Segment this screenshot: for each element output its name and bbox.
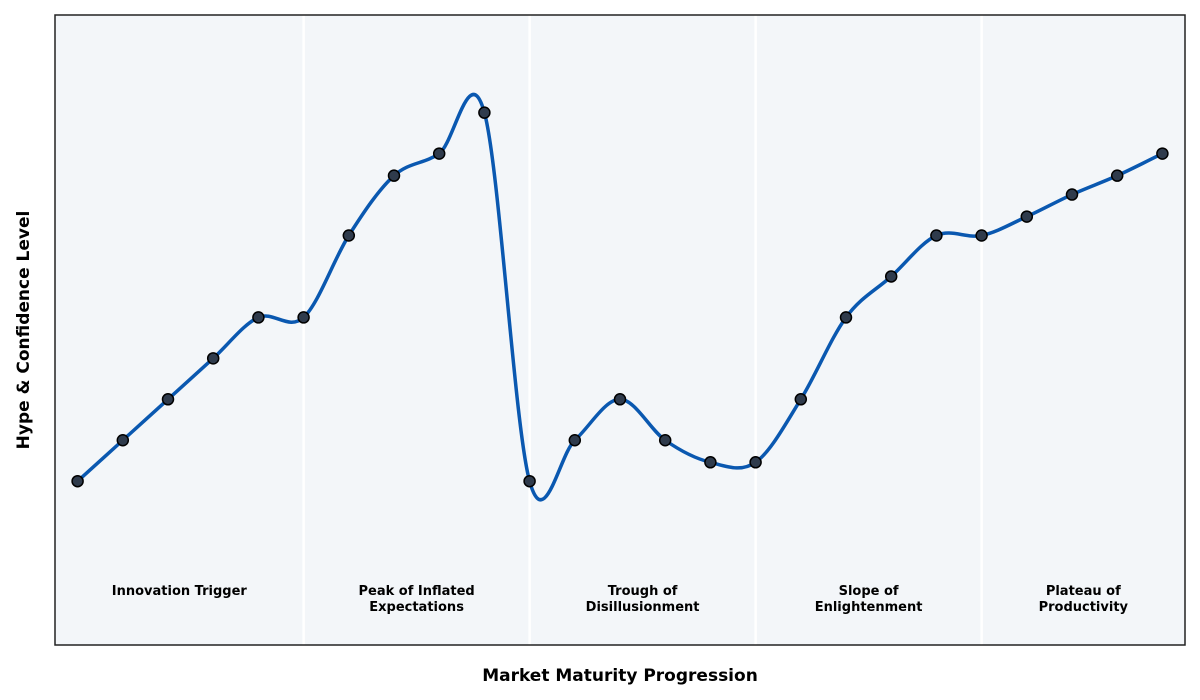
data-point [1156, 147, 1169, 160]
data-point [387, 169, 401, 182]
phase-labels: Innovation Trigger Peak of Inflated Expect… [112, 584, 1129, 615]
data-point [297, 311, 310, 324]
phase-label: Plateau of Productivity [1039, 584, 1129, 615]
data-point [161, 393, 175, 406]
data-point [523, 474, 536, 488]
data-point [568, 434, 582, 447]
phase-label: Slope of Enlightenment [815, 584, 923, 615]
data-point [839, 311, 853, 324]
data-point [71, 474, 84, 488]
data-point [206, 352, 220, 365]
y-axis-title: Hype & Confidence Level [14, 211, 34, 450]
data-point [613, 393, 627, 406]
x-axis-title: Market Maturity Progression [482, 666, 758, 686]
data-point [252, 311, 265, 324]
phase-label: Innovation Trigger [112, 584, 248, 599]
data-point [884, 270, 898, 283]
data-point [116, 434, 130, 447]
data-markers [71, 106, 1169, 488]
data-point [658, 434, 672, 447]
data-point [342, 229, 356, 242]
data-point [975, 229, 988, 242]
data-point [794, 393, 808, 406]
phase-label: Trough of Disillusionment [586, 584, 700, 615]
data-point [1020, 210, 1034, 223]
data-point [704, 456, 717, 469]
data-point [749, 456, 762, 469]
data-point [478, 106, 491, 119]
plot-frame [54, 14, 1186, 646]
plot-background [55, 15, 1185, 645]
phase-label: Peak of Inflated Expectations [358, 584, 474, 615]
data-point [1110, 169, 1124, 182]
data-point [1065, 188, 1079, 201]
data-point [432, 147, 446, 160]
data-point [930, 229, 943, 242]
phase-separators [302, 15, 983, 645]
